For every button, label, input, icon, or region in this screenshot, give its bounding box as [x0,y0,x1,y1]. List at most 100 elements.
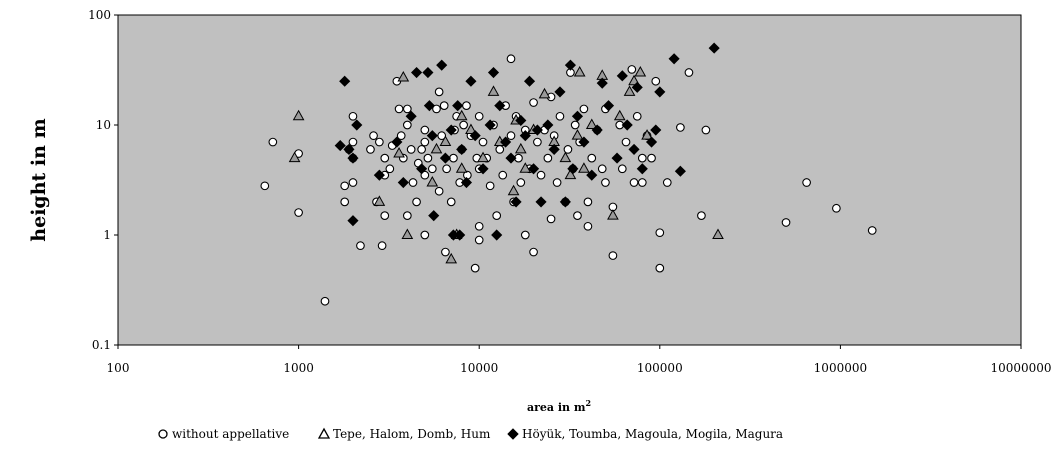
point-without-appellative [437,131,447,141]
point-hoyuk-toumba-magoula [484,119,496,131]
point-without-appellative [608,251,618,260]
point-tepe-halom-domb-hum [426,175,439,187]
point-hoyuk-toumba-magoula [596,77,608,89]
point-without-appellative [408,178,418,187]
point-without-appellative [420,170,430,180]
point-hoyuk-toumba-magoula [491,229,503,241]
point-without-appellative [802,178,811,187]
point-without-appellative [432,104,441,114]
x-tick-label: 1000000 [814,361,867,375]
x-axis: 100 1000 10000 100000 1000000 10000000 [107,345,1052,375]
legend-diamond-marker [507,428,519,440]
point-hoyuk-toumba-magoula [426,130,438,142]
point-hoyuk-toumba-magoula [373,169,385,181]
legend-item-tepe: Tepe, Halom, Domb, Hum [317,427,491,441]
point-without-appellative [385,164,395,174]
point-hoyuk-toumba-magoula [628,143,640,155]
point-hoyuk-toumba-magoula [347,215,359,227]
point-without-appellative [579,104,589,114]
point-hoyuk-toumba-magoula [423,100,435,112]
point-hoyuk-toumba-magoula [616,70,628,82]
point-hoyuk-toumba-magoula [528,163,540,175]
point-without-appellative [462,101,471,110]
y-tick-label: 100 [88,8,111,22]
point-without-appellative [529,247,538,257]
point-hoyuk-toumba-magoula [422,66,434,79]
point-without-appellative [380,153,390,163]
point-tepe-halom-domb-hum [573,65,586,77]
point-without-appellative [676,123,685,132]
point-without-appellative [459,120,468,130]
point-tepe-halom-domb-hum [465,123,477,135]
point-hoyuk-toumba-magoula [636,163,648,175]
point-tepe-halom-domb-hum [559,151,572,163]
legend-item-hoyuk: Höyük, Toumba, Magoula, Mogila, Magura [507,427,783,441]
point-hoyuk-toumba-magoula [519,130,531,142]
point-without-appellative [617,164,627,174]
point-without-appellative [427,164,437,174]
point-hoyuk-toumba-magoula [436,59,448,71]
point-without-appellative [655,228,665,238]
point-tepe-halom-domb-hum [519,162,532,173]
point-hoyuk-toumba-magoula [505,152,517,164]
point-without-appellative [369,131,378,141]
point-without-appellative [474,111,484,121]
point-tepe-halom-domb-hum [430,142,443,154]
point-hoyuk-toumba-magoula [428,210,440,222]
x-tick-label: 10000 [460,361,498,375]
point-without-appellative [684,68,694,77]
point-without-appellative [420,230,430,240]
point-without-appellative [478,137,488,147]
point-without-appellative [375,137,384,147]
point-without-appellative [260,181,270,191]
point-without-appellative [412,197,421,207]
point-tepe-halom-domb-hum [373,195,386,206]
point-hoyuk-toumba-magoula [611,152,623,164]
point-without-appellative [402,104,412,114]
point-hoyuk-toumba-magoula [460,176,473,189]
point-tepe-halom-domb-hum [393,147,405,158]
point-tepe-halom-domb-hum [397,71,410,82]
point-hoyuk-toumba-magoula [397,176,409,189]
point-tepe-halom-domb-hum [401,228,414,239]
point-hoyuk-toumba-magoula [347,152,359,164]
legend-label-tepe: Tepe, Halom, Domb, Hum [333,427,491,441]
point-tepe-halom-domb-hum [455,162,468,173]
point-hoyuk-toumba-magoula [586,169,598,181]
point-hoyuk-toumba-magoula [416,163,428,175]
point-hoyuk-toumba-magoula [456,143,468,155]
point-without-appellative [583,197,593,207]
point-hoyuk-toumba-magoula [465,75,477,87]
x-axis-label-text: area in m [527,401,586,414]
point-without-appellative [446,197,456,207]
point-hoyuk-toumba-magoula [343,143,355,155]
point-hoyuk-toumba-magoula [391,136,403,148]
point-without-appellative [647,153,656,163]
point-tepe-halom-domb-hum [477,151,489,163]
point-tepe-halom-domb-hum [538,87,551,99]
point-without-appellative [701,125,711,135]
point-hoyuk-toumba-magoula [339,75,351,87]
point-without-appellative [533,137,542,147]
point-hoyuk-toumba-magoula [708,42,720,54]
point-tepe-halom-domb-hum [607,209,619,220]
point-without-appellative [402,120,412,130]
point-without-appellative [470,263,480,273]
point-without-appellative [516,178,526,187]
point-without-appellative [340,181,350,191]
point-tepe-halom-domb-hum [507,184,520,196]
point-without-appellative [529,98,538,107]
point-hoyuk-toumba-magoula [554,86,566,98]
point-hoyuk-toumba-magoula [567,163,579,175]
point-without-appellative [546,214,556,224]
point-without-appellative [492,211,502,220]
point-tepe-halom-domb-hum [514,142,527,154]
point-without-appellative [655,263,665,273]
point-hoyuk-toumba-magoula [411,66,423,79]
legend-item-without-appellative: without appellative [158,427,289,441]
legend-circle-marker [158,429,168,439]
point-tepe-halom-domb-hum [634,65,647,77]
data-points [260,42,877,306]
point-tepe-halom-domb-hum [571,129,584,140]
point-without-appellative [434,87,444,97]
